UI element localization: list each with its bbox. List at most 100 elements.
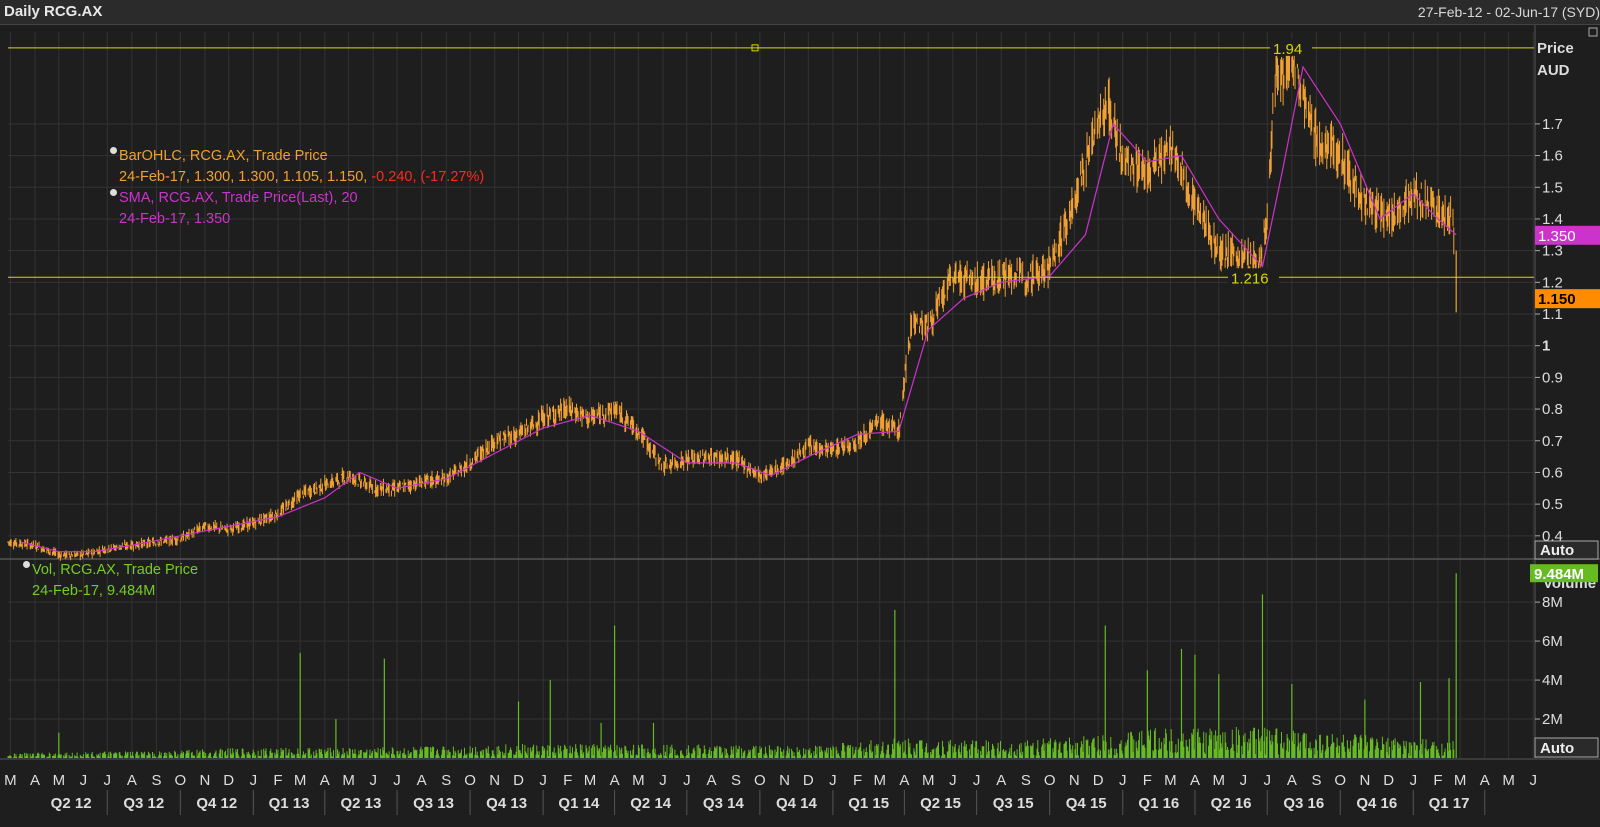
quarter-tick-label: Q3 16 bbox=[1283, 795, 1324, 812]
title-bar: Daily RCG.AX 27-Feb-12 - 02-Jun-17 (SYD) bbox=[0, 0, 1600, 25]
line-handle bbox=[751, 44, 759, 52]
quarter-tick-label: Q4 13 bbox=[486, 795, 527, 812]
horizontal-line-label-bg bbox=[1228, 268, 1279, 286]
legend-ohlc[interactable]: BarOHLC, RCG.AX, Trade Price 24-Feb-17, … bbox=[110, 146, 484, 188]
quarter-tick-label: Q3 13 bbox=[413, 795, 454, 812]
month-tick-label: S bbox=[1311, 772, 1321, 789]
price-tick-label: 1.1 bbox=[1542, 306, 1563, 323]
price-tick-label: 1.3 bbox=[1542, 243, 1563, 260]
month-tick-label: M bbox=[4, 772, 17, 789]
month-tick-label: J bbox=[1119, 772, 1127, 789]
month-tick-label: J bbox=[659, 772, 667, 789]
ohlc-bars bbox=[7, 43, 1455, 561]
month-tick-label: S bbox=[441, 772, 451, 789]
month-tick-label: N bbox=[1069, 772, 1080, 789]
month-tick-label: J bbox=[973, 772, 981, 789]
month-tick-label: S bbox=[1021, 772, 1031, 789]
date-range-label[interactable]: 27-Feb-12 - 02-Jun-17 (SYD) bbox=[1417, 4, 1600, 20]
month-tick-label: J bbox=[1529, 772, 1537, 789]
month-tick-label: J bbox=[683, 772, 691, 789]
month-tick-label: M bbox=[1454, 772, 1467, 789]
month-tick-label: A bbox=[1480, 772, 1490, 789]
month-tick-label: M bbox=[584, 772, 597, 789]
month-tick-label: D bbox=[1383, 772, 1394, 789]
quarter-tick-label: Q2 14 bbox=[630, 795, 672, 812]
price-tick-label: 0.7 bbox=[1542, 433, 1563, 450]
month-tick-label: S bbox=[731, 772, 741, 789]
legend-volume[interactable]: Vol, RCG.AX, Trade Price 24-Feb-17, 9.48… bbox=[23, 560, 198, 602]
price-tick-label: 0.5 bbox=[1542, 496, 1563, 513]
quarter-tick-label: Q4 14 bbox=[776, 795, 818, 812]
month-tick-label: D bbox=[223, 772, 234, 789]
grid-lines bbox=[8, 32, 1534, 758]
volume-bars bbox=[7, 727, 1455, 758]
legend-ohlc-values: 24-Feb-17, 1.300, 1.300, 1.105, 1.150, bbox=[119, 169, 368, 185]
month-tick-label: A bbox=[1190, 772, 1200, 789]
quarter-tick-label: Q1 13 bbox=[269, 795, 310, 812]
month-tick-label: A bbox=[30, 772, 40, 789]
month-tick-label: O bbox=[464, 772, 476, 789]
legend-sma[interactable]: SMA, RCG.AX, Trade Price(Last), 20 24-Fe… bbox=[110, 188, 358, 230]
quarter-tick-label: Q1 16 bbox=[1138, 795, 1179, 812]
auto-scale-button bbox=[1534, 540, 1599, 560]
price-tick-label: 1.4 bbox=[1542, 211, 1563, 228]
legend-ohlc-name: BarOHLC, RCG.AX, Trade Price bbox=[119, 148, 328, 164]
month-tick-label: F bbox=[563, 772, 572, 789]
legend-ohlc-change: -0.240, (-17.27%) bbox=[371, 169, 485, 185]
price-badge bbox=[1535, 289, 1600, 309]
price-axis-label-line1: Price bbox=[1537, 40, 1574, 57]
quarter-tick-label: Q2 15 bbox=[920, 795, 961, 812]
price-tick-label: 1.5 bbox=[1542, 179, 1563, 196]
month-tick-label: O bbox=[1044, 772, 1056, 789]
month-tick-label: J bbox=[393, 772, 401, 789]
month-tick-label: F bbox=[273, 772, 282, 789]
month-tick-label: J bbox=[103, 772, 111, 789]
month-tick-label: J bbox=[250, 772, 258, 789]
volume-tick-label: 8M bbox=[1542, 594, 1563, 611]
price-tick-label: 0.6 bbox=[1542, 464, 1563, 481]
legend-sma-values: 24-Feb-17, 1.350 bbox=[119, 211, 231, 227]
quarter-tick-label: Q3 15 bbox=[993, 795, 1034, 812]
chart-svg[interactable]: 0.40.50.60.70.80.911.11.21.31.41.51.61.7… bbox=[0, 25, 1600, 822]
horizontal-line-label: 1.94 bbox=[1273, 41, 1302, 58]
month-tick-label: N bbox=[489, 772, 500, 789]
month-tick-label: M bbox=[1502, 772, 1515, 789]
legend-vol-values: 24-Feb-17, 9.484M bbox=[32, 583, 156, 599]
quarter-tick-label: Q2 13 bbox=[340, 795, 381, 812]
month-tick-label: F bbox=[853, 772, 862, 789]
legend-vol-name: Vol, RCG.AX, Trade Price bbox=[32, 562, 199, 578]
month-tick-label: N bbox=[1359, 772, 1370, 789]
month-tick-label: M bbox=[342, 772, 355, 789]
quarter-tick-label: Q4 16 bbox=[1356, 795, 1397, 812]
price-badge bbox=[1535, 225, 1600, 245]
month-tick-label: A bbox=[899, 772, 909, 789]
chart-background bbox=[0, 25, 1600, 822]
legend-expand-icon[interactable] bbox=[23, 561, 30, 568]
month-tick-label: M bbox=[874, 772, 887, 789]
quarter-tick-label: Q1 17 bbox=[1429, 795, 1470, 812]
month-tick-label: A bbox=[320, 772, 330, 789]
month-tick-label: M bbox=[922, 772, 935, 789]
month-tick-label: A bbox=[996, 772, 1006, 789]
horizontal-line-label-bg bbox=[1270, 38, 1312, 56]
price-tick-label: 1.2 bbox=[1542, 274, 1563, 291]
month-tick-label: O bbox=[174, 772, 186, 789]
chart-area[interactable]: 0.4 0.5 0.6 0.7 0.8 0.9 1 1.1 1.2 1.3 1.4 1.5 1.6 1.7… bbox=[0, 25, 1600, 827]
auto-scale-label: Auto bbox=[1540, 542, 1574, 559]
price-tick-label: 1 bbox=[1542, 338, 1550, 355]
quarter-tick-label: Q1 14 bbox=[558, 795, 600, 812]
month-tick-label: A bbox=[610, 772, 620, 789]
volume-tick-label: 6M bbox=[1542, 633, 1563, 650]
legend-expand-icon[interactable] bbox=[110, 189, 117, 196]
legend-sma-name: SMA, RCG.AX, Trade Price(Last), 20 bbox=[119, 190, 358, 206]
month-tick-label: M bbox=[294, 772, 307, 789]
month-tick-label: J bbox=[949, 772, 957, 789]
legend-expand-icon[interactable] bbox=[110, 147, 117, 154]
month-tick-label: S bbox=[151, 772, 161, 789]
quarter-tick-label: Q1 15 bbox=[848, 795, 889, 812]
volume-tick-label: 2M bbox=[1542, 711, 1563, 728]
price-tick-label: 1.7 bbox=[1542, 116, 1563, 133]
month-tick-label: D bbox=[513, 772, 524, 789]
price-badge-label: 1.350 bbox=[1538, 228, 1576, 245]
month-tick-label: D bbox=[1093, 772, 1104, 789]
